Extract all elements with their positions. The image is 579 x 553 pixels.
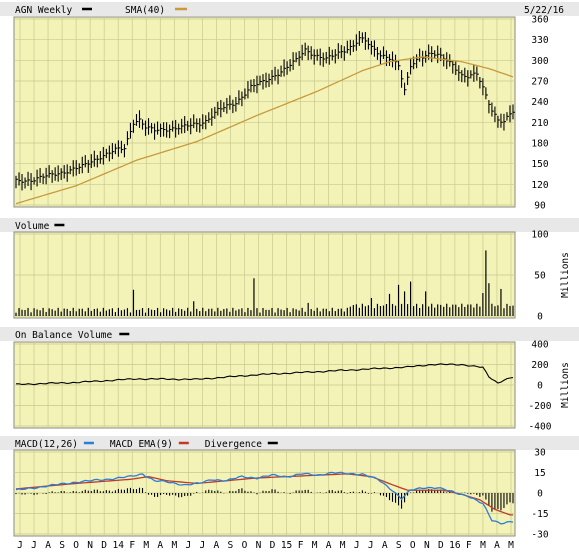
- x-tick-label: J: [200, 540, 206, 551]
- y-tick-label: 330: [531, 35, 548, 46]
- macd-line: [15, 471, 514, 525]
- y-tick-label: -30: [531, 530, 548, 541]
- x-tick-label: M: [312, 540, 318, 551]
- x-tick-label: N: [87, 540, 93, 551]
- chart-date: 5/22/16: [524, 5, 564, 16]
- volume-unit-label: Millions: [560, 252, 571, 298]
- y-tick-label: 300: [531, 56, 548, 67]
- y-tick-label: 200: [531, 360, 548, 371]
- panel-header: [0, 2, 579, 16]
- y-tick-label: 100: [531, 230, 548, 241]
- legend-label: Divergence: [205, 439, 262, 450]
- x-tick-label: A: [494, 540, 500, 551]
- x-tick-label: D: [438, 540, 444, 551]
- x-tick-label: O: [410, 540, 416, 551]
- x-tick-label: S: [396, 540, 402, 551]
- x-tick-label: 15: [281, 540, 292, 551]
- x-tick-label: N: [424, 540, 430, 551]
- x-tick-label: J: [185, 540, 191, 551]
- x-tick-label: F: [298, 540, 304, 551]
- x-tick-label: O: [73, 540, 79, 551]
- y-tick-label: 150: [531, 159, 548, 170]
- legend-label: MACD(12,26): [15, 439, 78, 450]
- y-tick-label: 240: [531, 97, 548, 108]
- legend-label: SMA(40): [125, 5, 165, 16]
- x-tick-label: A: [382, 540, 388, 551]
- x-tick-label: J: [17, 540, 23, 551]
- y-tick-label: -200: [529, 401, 552, 412]
- y-tick-label: 15: [534, 468, 545, 479]
- x-tick-label: S: [228, 540, 234, 551]
- y-tick-label: 90: [534, 201, 546, 212]
- x-tick-label: M: [340, 540, 346, 551]
- y-tick-label: 50: [534, 271, 546, 282]
- y-tick-label: -15: [531, 509, 548, 520]
- y-tick-label: 30: [534, 448, 546, 459]
- x-tick-label: M: [508, 540, 514, 551]
- panel-header: [0, 436, 579, 450]
- x-tick-label: J: [368, 540, 374, 551]
- x-tick-label: M: [171, 540, 177, 551]
- panel-header: [0, 327, 579, 341]
- x-tick-label: A: [214, 540, 220, 551]
- y-tick-label: 400: [531, 340, 548, 351]
- y-tick-label: 270: [531, 77, 548, 88]
- y-tick-label: 120: [531, 180, 548, 191]
- x-tick-label: M: [480, 540, 486, 551]
- macd-ema-line: [15, 473, 513, 516]
- legend-label: On Balance Volume: [15, 330, 113, 341]
- obv-panel: On Balance Volume 400 200 0 -200 -400 Millions: [0, 327, 579, 433]
- x-tick-label: D: [270, 540, 276, 551]
- y-tick-label: 180: [531, 139, 548, 150]
- x-axis: J J A S O N D 14 F M A M J J A S O N D 15 F M A M J J A S O N D 16 F M A M: [17, 540, 514, 551]
- panel-header: [0, 218, 579, 232]
- obv-unit-label: Millions: [560, 362, 571, 408]
- sma-line: [15, 56, 514, 205]
- macd-panel: MACD(12,26) MACD EMA(9) Divergence 30 15 0 -15…: [0, 436, 579, 541]
- legend-label: Volume: [15, 221, 50, 232]
- x-tick-label: O: [242, 540, 248, 551]
- x-tick-label: J: [31, 540, 37, 551]
- x-tick-label: M: [143, 540, 149, 551]
- x-tick-label: D: [101, 540, 107, 551]
- y-tick-label: 210: [531, 118, 548, 129]
- y-tick-label: 360: [531, 15, 548, 26]
- x-tick-label: A: [157, 540, 163, 551]
- x-tick-label: N: [256, 540, 262, 551]
- y-tick-label: 0: [537, 312, 543, 323]
- x-tick-label: F: [466, 540, 472, 551]
- y-tick-label: 0: [537, 489, 543, 500]
- obv-line: [15, 363, 514, 386]
- volume-panel: Volume 100 50 0 Millions: [0, 218, 579, 323]
- x-tick-label: J: [354, 540, 360, 551]
- x-tick-label: 16: [449, 540, 461, 551]
- x-tick-label: A: [326, 540, 332, 551]
- x-tick-label: 14: [112, 540, 124, 551]
- legend-label: MACD EMA(9): [110, 439, 173, 450]
- x-tick-label: S: [59, 540, 65, 551]
- x-tick-label: F: [129, 540, 135, 551]
- x-tick-label: A: [45, 540, 51, 551]
- legend-label: AGN Weekly: [15, 5, 72, 16]
- y-tick-label: -400: [529, 422, 552, 433]
- y-tick-label: 0: [537, 381, 543, 392]
